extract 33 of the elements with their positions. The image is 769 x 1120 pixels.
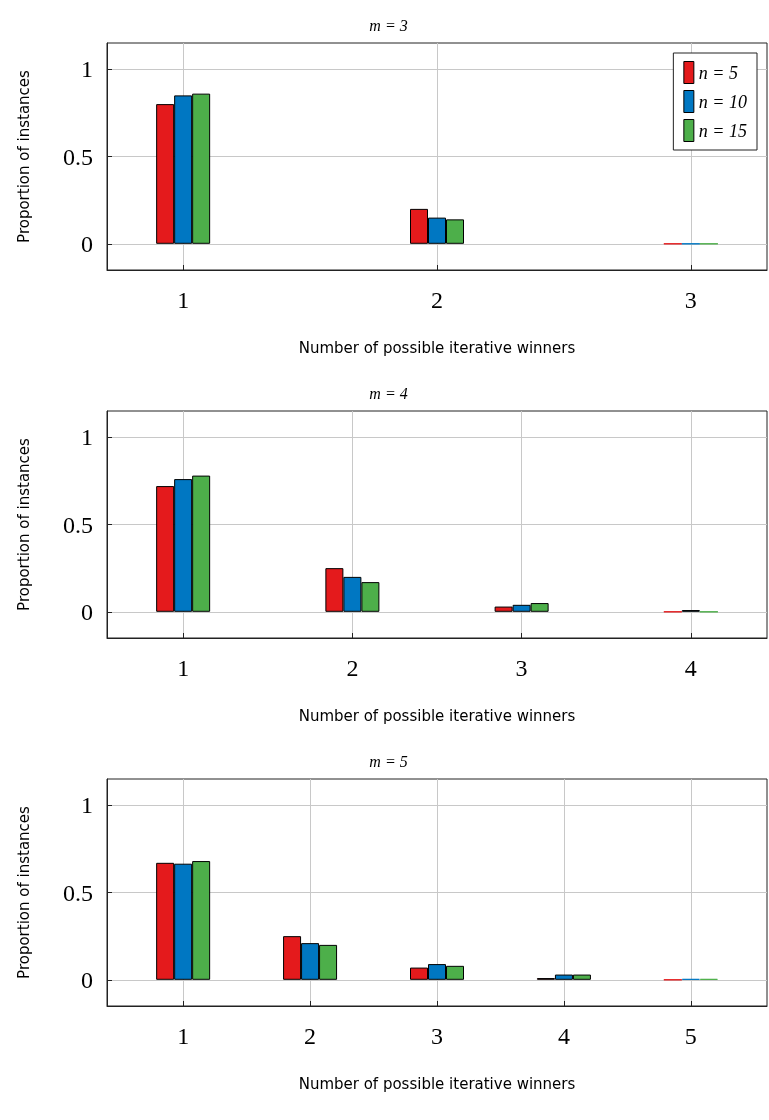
x-tick-label: 3 (515, 655, 528, 681)
y-tick-label: 0.5 (63, 143, 93, 170)
x-tick-label: 2 (346, 655, 359, 681)
x-tick-label: 1 (177, 1023, 190, 1049)
x-tick-label: 2 (304, 1023, 317, 1049)
y-axis-title: Proportion of instances (14, 69, 33, 243)
legend-label: n = 15 (698, 120, 748, 141)
x-axis-title: Number of possible iterative winners (298, 1074, 576, 1093)
x-tick-label: 1 (177, 655, 190, 681)
y-tick-label: 0 (81, 230, 93, 257)
chart-title: m = 5 (369, 752, 408, 770)
x-tick-label: 5 (684, 1023, 697, 1049)
x-tick-label: 3 (431, 1023, 443, 1049)
y-tick-label: 0 (81, 598, 93, 625)
x-tick-label: 1 (177, 287, 190, 313)
legend-label: n = 5 (698, 62, 739, 83)
x-axis-title: Number of possible iterative winners (298, 338, 576, 357)
y-tick-label: 0 (81, 966, 93, 993)
x-tick-label: 4 (684, 655, 697, 681)
y-axis-title: Proportion of instances (14, 805, 33, 979)
x-tick-label: 3 (684, 287, 697, 313)
x-tick-label: 4 (557, 1023, 570, 1049)
y-axis-title: Proportion of instances (14, 437, 33, 611)
chart-title: m = 4 (369, 384, 408, 402)
y-tick-label: 1 (81, 56, 93, 83)
x-tick-label: 2 (431, 287, 443, 313)
x-axis-title: Number of possible iterative winners (298, 706, 576, 725)
y-tick-label: 1 (81, 792, 93, 819)
y-tick-label: 0.5 (63, 511, 93, 538)
chart-title: m = 3 (369, 16, 408, 34)
legend-label: n = 10 (698, 91, 748, 112)
y-tick-label: 0.5 (63, 879, 93, 906)
y-tick-label: 1 (81, 424, 93, 451)
